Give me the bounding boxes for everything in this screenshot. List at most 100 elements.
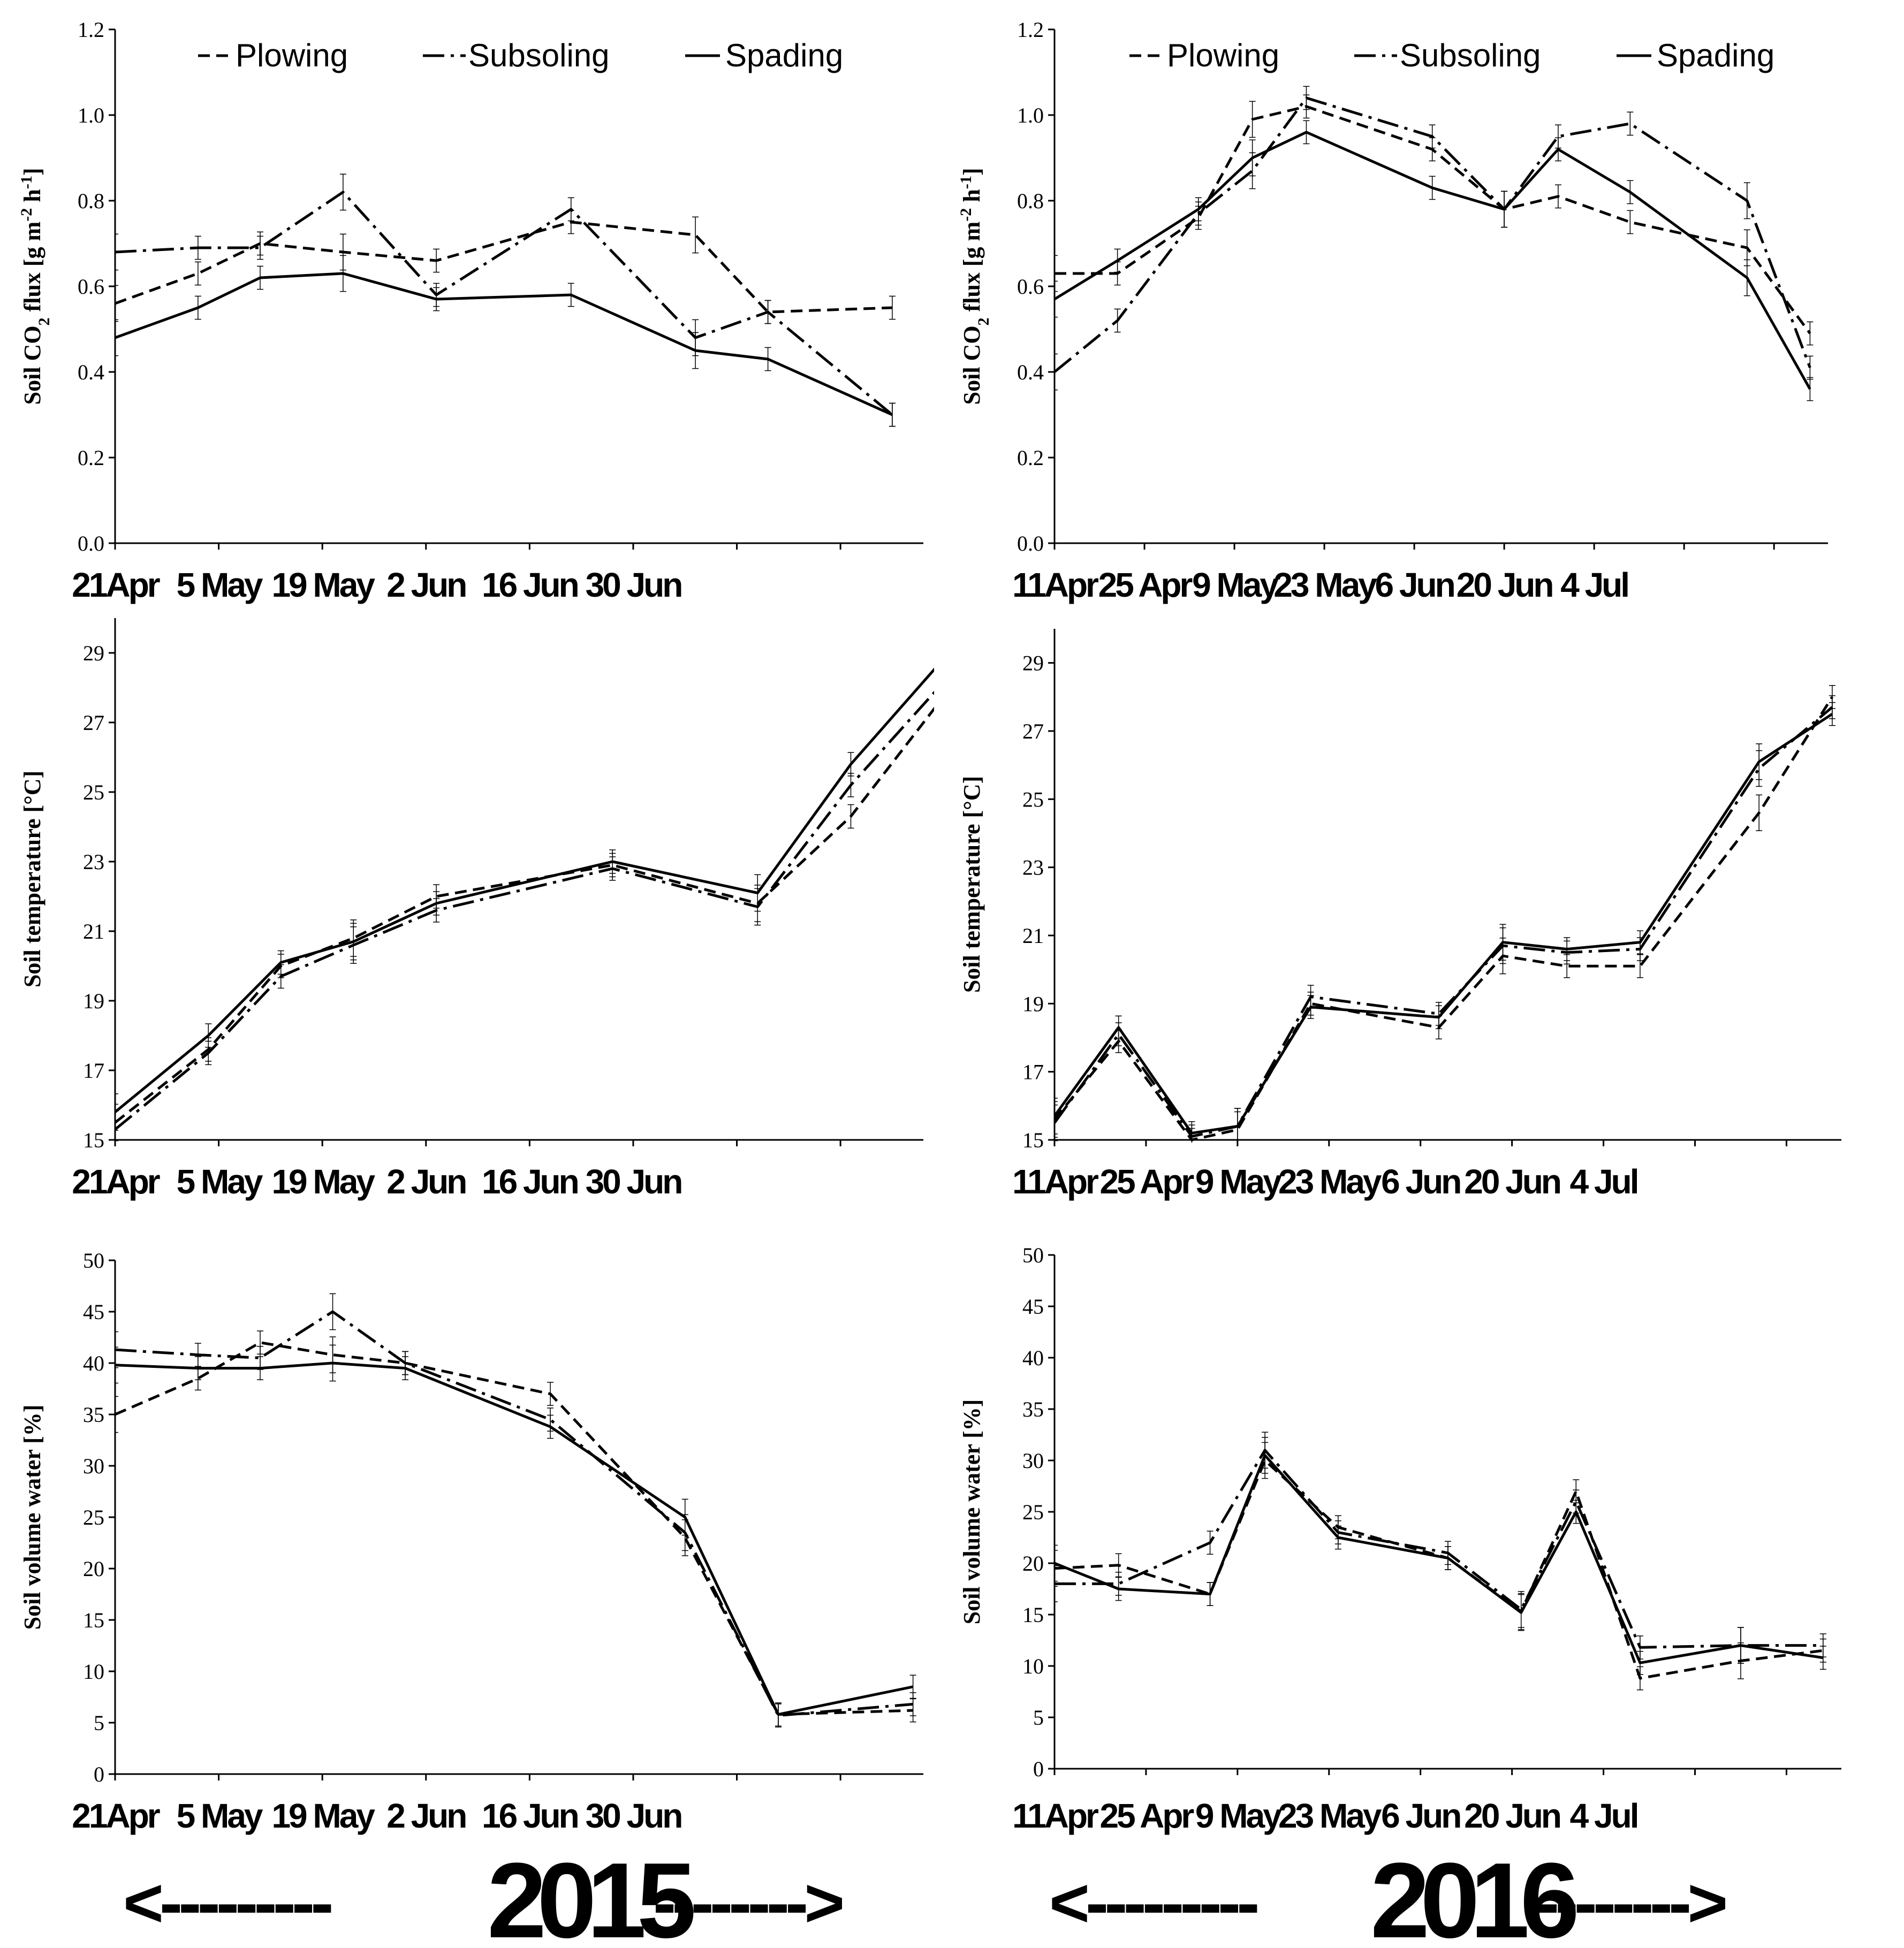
chart-panel-temp-2015: 15 17 19 21 23 25 27 29 21Apr 5 May 19 May 2 Jun 16 … — [19, 618, 934, 1201]
x-tick-label: 2 Jun — [386, 1797, 466, 1835]
chart-panel-water-2015: 0 5 10 15 20 25 30 35 40 45 50 21Apr 5 May 19 May 2 Ju… — [19, 1249, 923, 1835]
x-tick-label: 5 May — [177, 1162, 263, 1201]
x-tick-label: 5 May — [177, 566, 263, 604]
year-label-2015: 2015 — [487, 1841, 694, 1948]
y-tick-label: 29 — [83, 641, 104, 665]
y-tick-label: 15 — [83, 1128, 104, 1152]
y-tick-label: 45 — [83, 1300, 104, 1324]
series-line-subsoling — [115, 191, 893, 416]
y-tick-label: 30 — [1022, 1449, 1044, 1473]
legend-spading-label: Spading — [1657, 37, 1774, 73]
x-tick-label: 2 Jun — [386, 1162, 466, 1201]
y-tick-label: 5 — [1033, 1706, 1044, 1730]
x-tick-label: 4 Jul — [1560, 566, 1628, 604]
x-tick-label: 20 Jun — [1464, 1162, 1560, 1201]
y-tick-label: 0 — [1033, 1757, 1044, 1781]
y-tick-label: 40 — [1022, 1346, 1044, 1370]
y-tick-label: 35 — [83, 1403, 104, 1427]
x-tick-label: 23 May — [1273, 566, 1377, 604]
x-tick-label: 4 Jul — [1570, 1797, 1637, 1835]
x-tick-label: 19 May — [271, 1797, 375, 1835]
legend-left: Plowing Subsoling Spading — [198, 37, 843, 73]
x-tick-label: 20 Jun — [1457, 566, 1553, 604]
x-tick-label: 25 Apr — [1100, 1162, 1194, 1201]
y-tick-label: 23 — [1022, 856, 1044, 880]
x-tick-label: 19 May — [271, 1162, 375, 1201]
y-tick-label: 15 — [1022, 1128, 1044, 1152]
y-tick-label: 29 — [1022, 651, 1044, 675]
y-tick-label: 1.2 — [1017, 18, 1044, 42]
series-line-spading — [1055, 713, 1833, 1135]
arrow-left-2015: <--------- — [123, 1863, 331, 1942]
legend-plowing-label: Plowing — [1167, 37, 1279, 73]
y-tick-label: 21 — [83, 919, 104, 943]
y-tick-label: 27 — [1022, 719, 1044, 743]
y-tick-label: 0.2 — [1017, 446, 1044, 470]
y-tick-label: 17 — [83, 1059, 104, 1083]
x-tick-label: 5 May — [177, 1797, 263, 1835]
arrow-right-2015: --------> — [653, 1863, 842, 1942]
x-tick-label: 21Apr — [72, 1797, 160, 1835]
x-tick-label: 30 Jun — [586, 1797, 682, 1835]
y-tick-label: 0.8 — [78, 189, 104, 213]
year-arrow-2015: <--------- 2015 --------> — [123, 1841, 846, 1948]
y-tick-label: 25 — [1022, 1500, 1044, 1524]
x-tick-label: 23 May — [1278, 1797, 1382, 1835]
series-line-subsoling — [1055, 706, 1833, 1138]
x-tick-label: 9 May — [1192, 566, 1279, 604]
x-tick-label: 16 Jun — [482, 1162, 578, 1201]
y-tick-label: 10 — [83, 1660, 104, 1684]
y-tick-label: 5 — [94, 1711, 104, 1735]
y-tick-label: 20 — [83, 1557, 104, 1581]
y-tick-label: 21 — [1022, 924, 1044, 948]
series-line-spading — [1055, 1454, 1824, 1664]
y-tick-label: 35 — [1022, 1397, 1044, 1421]
x-tick-label: 25 Apr — [1098, 566, 1193, 604]
year-label-2016: 2016 — [1370, 1841, 1576, 1948]
y-axis-label: Soil temperature [°C] — [19, 771, 45, 987]
y-tick-label: 19 — [83, 989, 104, 1013]
x-tick-label: 19 May — [271, 566, 375, 604]
x-tick-label: 16 Jun — [482, 1797, 578, 1835]
y-tick-label: 50 — [1022, 1243, 1044, 1267]
legend-right: Plowing Subsoling Spading — [1129, 37, 1774, 73]
y-tick-label: 50 — [83, 1249, 104, 1273]
x-tick-label: 4 Jul — [1570, 1162, 1637, 1201]
y-axis-label: Soil temperature [°C] — [959, 776, 985, 993]
y-tick-label: 20 — [1022, 1551, 1044, 1576]
y-tick-label: 0.0 — [1017, 531, 1044, 556]
y-tick-label: 10 — [1022, 1654, 1044, 1678]
chart-panel-co2-2016: 0.0 0.2 0.4 0.6 0.8 1.0 1.2 11Apr 25 Apr 9 May23 … — [957, 18, 1828, 604]
y-tick-label: 0.6 — [78, 275, 104, 299]
x-tick-label: 11Apr — [1012, 1797, 1098, 1835]
arrow-right-2016: --------> — [1536, 1863, 1725, 1942]
y-tick-label: 1.0 — [1017, 103, 1044, 127]
series-group — [1055, 685, 1835, 1143]
series-line-subsoling — [115, 690, 934, 1131]
series-line-spading — [1055, 131, 1811, 390]
x-tick-label: 16 Jun — [482, 566, 578, 604]
y-tick-label: 25 — [83, 780, 104, 804]
y-tick-label: 19 — [1022, 992, 1044, 1016]
x-tick-label: 6 Jun — [1381, 1162, 1460, 1201]
x-tick-label: 25 Apr — [1100, 1797, 1194, 1835]
legend-plowing-label: Plowing — [236, 37, 348, 73]
x-tick-label: 23 May — [1278, 1162, 1382, 1201]
y-tick-label: 0.8 — [1017, 189, 1044, 213]
y-tick-label: 40 — [83, 1351, 104, 1375]
x-tick-label: 9 May — [1195, 1797, 1282, 1835]
x-tick-label: 21Apr — [72, 1162, 160, 1201]
x-tick-label: 2 Jun — [386, 566, 466, 604]
x-tick-label: 9 May — [1195, 1162, 1282, 1201]
x-tick-label: 6 Jun — [1375, 566, 1454, 604]
series-group — [1055, 1432, 1826, 1691]
series-line-plowing — [115, 706, 934, 1124]
y-tick-label: 45 — [1022, 1295, 1044, 1319]
y-tick-label: 1.2 — [78, 18, 104, 42]
y-tick-label: 0.0 — [78, 531, 104, 556]
y-tick-label: 0.4 — [1017, 360, 1044, 384]
legend-spading-label: Spading — [725, 37, 843, 73]
